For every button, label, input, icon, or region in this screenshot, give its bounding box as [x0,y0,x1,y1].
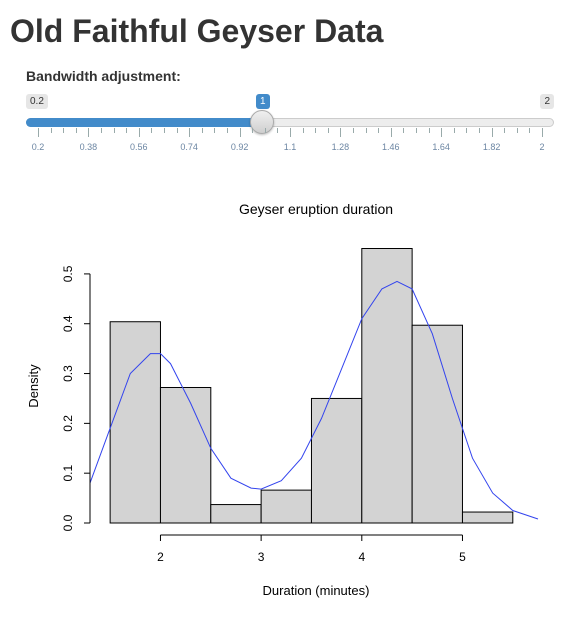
slider-minor-tick [466,128,467,133]
slider-minor-tick [101,128,102,133]
slider-minor-tick [454,128,455,133]
slider-minor-tick [227,128,228,133]
slider-minor-tick [353,128,354,133]
histogram-plot: Geyser eruption duration 0.0 0.1 0.2 0.3 0.4 0… [0,180,579,610]
x-axis-label: Duration (minutes) [263,583,370,598]
slider-minor-tick [303,128,304,133]
slider-minor-tick [214,128,215,133]
slider-major-tick [88,128,89,137]
slider-major-tick [340,128,341,137]
histogram-bar [362,249,412,523]
bandwidth-slider-label: Bandwidth adjustment: [26,68,181,84]
slider-major-tick [492,128,493,137]
slider-max-badge: 2 [540,94,554,109]
slider-tick-label: 0.56 [130,142,148,152]
slider-minor-tick [529,128,530,133]
x-tick-label: 5 [459,550,466,564]
slider-minor-tick [328,128,329,133]
y-axis-label: Density [26,364,41,408]
slider-value-badge: 1 [256,94,270,109]
slider-minor-tick [114,128,115,133]
slider-tick-label: 2 [539,142,544,152]
y-tick-label: 0.2 [61,415,75,432]
slider-major-tick [139,128,140,137]
y-tick-label: 0.3 [61,365,75,382]
slider-tick-label: 1.46 [382,142,400,152]
histogram-bar [160,387,210,523]
slider-major-tick [189,128,190,137]
slider-minor-tick [51,128,52,133]
histogram-bar [311,398,361,523]
slider-tick-label: 1.82 [483,142,501,152]
y-tick-label: 0.4 [61,315,75,332]
slider-major-tick [441,128,442,137]
slider-handle[interactable] [250,110,274,134]
slider-tick-label: 0.2 [32,142,45,152]
histogram-bar [261,490,311,523]
slider-minor-tick [202,128,203,133]
slider-minor-tick [76,128,77,133]
y-tick-label: 0.1 [61,465,75,482]
slider-tick-label: 0.92 [231,142,249,152]
slider-minor-tick [126,128,127,133]
slider-minor-tick [151,128,152,133]
slider-minor-tick [315,128,316,133]
slider-tick-label: 1.1 [284,142,297,152]
slider-major-tick [290,128,291,137]
slider-minor-tick [366,128,367,133]
histogram-bar [462,512,512,523]
histogram-bar [211,505,261,523]
chart-title: Geyser eruption duration [239,201,393,217]
slider-minor-tick [517,128,518,133]
y-tick-label: 0.5 [61,265,75,282]
slider-major-tick [391,128,392,137]
y-tick-label: 0.0 [61,514,75,531]
slider-minor-tick [429,128,430,133]
slider-min-badge: 0.2 [26,94,48,109]
histogram-bar [110,322,160,523]
slider-minor-tick [479,128,480,133]
slider-tick-label: 0.38 [80,142,98,152]
x-tick-label: 4 [358,550,365,564]
slider-minor-tick [265,128,266,133]
histogram-bar [412,325,462,523]
slider-tick-label: 1.64 [432,142,450,152]
slider-tick-label: 0.74 [180,142,198,152]
slider-minor-tick [177,128,178,133]
slider-major-tick [542,128,543,137]
slider-major-tick [240,128,241,137]
slider-minor-tick [403,128,404,133]
slider-minor-tick [252,128,253,133]
x-tick-label: 3 [258,550,265,564]
bandwidth-slider[interactable]: 0.2 1 2 0.2 0.38 0.56 0.74 0.92 1.1 1.28 1.46 1.… [26,92,554,162]
x-tick-label: 2 [157,550,164,564]
page-title: Old Faithful Geyser Data [10,14,383,49]
slider-tick-label: 1.28 [332,142,350,152]
slider-fill [26,118,262,127]
slider-minor-tick [378,128,379,133]
slider-minor-tick [277,128,278,133]
slider-minor-tick [63,128,64,133]
slider-minor-tick [504,128,505,133]
slider-minor-tick [416,128,417,133]
slider-minor-tick [164,128,165,133]
slider-major-tick [38,128,39,137]
